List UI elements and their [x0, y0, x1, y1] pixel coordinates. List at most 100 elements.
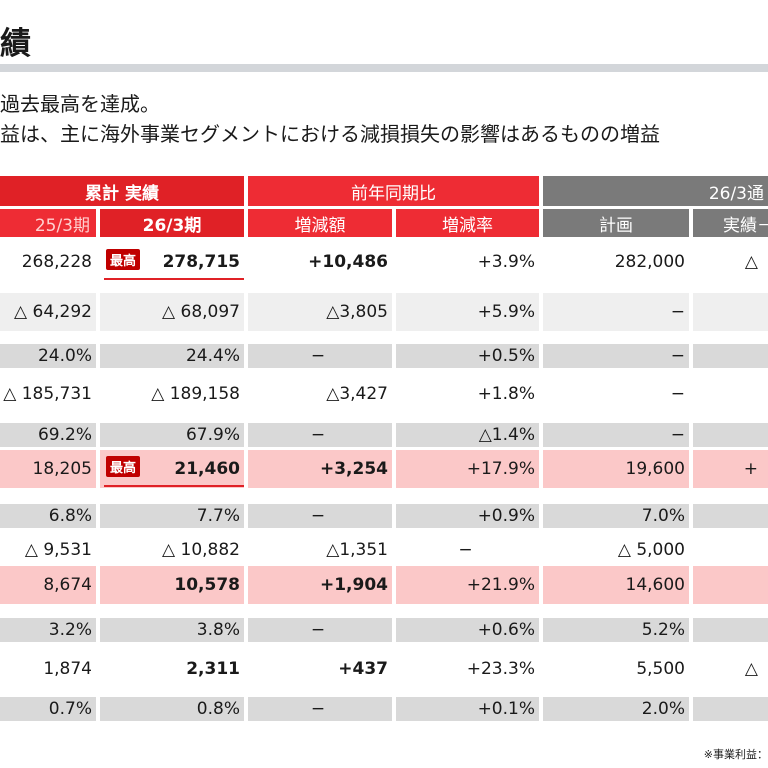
cell-vs	[693, 531, 768, 569]
cell-rate: −	[396, 531, 539, 569]
cell-prev: 18,205	[0, 450, 96, 488]
cell-prev: △ 185,731	[0, 375, 96, 413]
cell-rate: △1.4%	[396, 423, 539, 447]
cell-vs: △	[693, 650, 768, 688]
cell-curr: 67.9%	[100, 423, 244, 447]
cell-vs	[693, 293, 768, 331]
cell-diff: +1,904	[248, 566, 392, 604]
cell-prev: 69.2%	[0, 423, 96, 447]
cell-rate: +1.8%	[396, 375, 539, 413]
cell-vs	[693, 697, 768, 721]
cell-vs: △	[693, 243, 768, 281]
table-row: 6.8% 7.7% − +0.9% 7.0%	[0, 504, 768, 528]
cell-curr: 0.8%	[100, 697, 244, 721]
record-high-underline	[104, 485, 244, 487]
header-forecast-group: 26/3通	[543, 176, 768, 206]
cell-curr: 10,578	[100, 566, 244, 604]
cell-diff: −	[248, 344, 392, 368]
cell-diff: △3,805	[248, 293, 392, 331]
cell-plan: 5,500	[543, 650, 689, 688]
table-row: 3.2% 3.8% − +0.6% 5.2%	[0, 618, 768, 642]
header-yoy: 前年同期比	[248, 176, 539, 206]
header-col-diff: 増減額	[248, 209, 392, 237]
cell-plan: −	[543, 375, 689, 413]
cell-diff: △1,351	[248, 531, 392, 569]
footnote: ※事業利益：	[703, 748, 768, 761]
subtitle-line-1: 過去最高を達成。	[0, 92, 160, 116]
cell-plan: 19,600	[543, 450, 689, 488]
cell-diff: +437	[248, 650, 392, 688]
cell-diff: △3,427	[248, 375, 392, 413]
cell-vs: +	[693, 450, 768, 488]
cell-curr: 7.7%	[100, 504, 244, 528]
cell-vs	[693, 423, 768, 447]
cell-plan: 5.2%	[543, 618, 689, 642]
cell-rate: +0.6%	[396, 618, 539, 642]
record-high-badge: 最高	[106, 456, 141, 477]
cell-rate: +0.5%	[396, 344, 539, 368]
cell-rate: +0.9%	[396, 504, 539, 528]
cell-vs	[693, 618, 768, 642]
cell-rate: +21.9%	[396, 566, 539, 604]
cell-rate: +23.3%	[396, 650, 539, 688]
subtitle-line-2: 益は、主に海外事業セグメントにおける減損損失の影響はあるものの増益	[0, 122, 660, 146]
title-divider	[0, 64, 768, 72]
header-col-prev: 25/3期	[0, 209, 96, 237]
cell-plan: −	[543, 344, 689, 368]
table-row: △ 9,531 △ 10,882 △1,351− △ 5,000	[0, 531, 768, 569]
header-col-plan: 計画	[543, 209, 689, 237]
table-row: 0.7% 0.8% − +0.1% 2.0%	[0, 697, 768, 721]
cell-plan: −	[543, 423, 689, 447]
cell-prev: 24.0%	[0, 344, 96, 368]
cell-plan: −	[543, 293, 689, 331]
cell-plan: 282,000	[543, 243, 689, 281]
cell-rate: +3.9%	[396, 243, 539, 281]
cell-diff: −	[248, 423, 392, 447]
record-high-underline	[104, 278, 244, 280]
cell-diff: −	[248, 697, 392, 721]
cell-plan: 2.0%	[543, 697, 689, 721]
cell-plan: 14,600	[543, 566, 689, 604]
cell-rate: +5.9%	[396, 293, 539, 331]
cell-prev: 268,228	[0, 243, 96, 281]
table-row: 268,228 278,715 +10,486 +3.9% 282,000 △ 最高	[0, 243, 768, 281]
cell-prev: △ 9,531	[0, 531, 96, 569]
record-high-badge: 最高	[106, 249, 141, 270]
header-col-vs: 実績－	[693, 209, 768, 237]
table-row: 18,205 21,460 +3,254 +17.9% 19,600 + 最高	[0, 450, 768, 488]
cell-prev: △ 64,292	[0, 293, 96, 331]
cell-curr: 2,311	[100, 650, 244, 688]
cell-diff: −	[248, 618, 392, 642]
cell-curr: △ 10,882	[100, 531, 244, 569]
cell-prev: 1,874	[0, 650, 96, 688]
cell-vs	[693, 566, 768, 604]
cell-curr: △ 68,097	[100, 293, 244, 331]
cell-prev: 6.8%	[0, 504, 96, 528]
header-col-curr: 26/3期	[100, 209, 244, 237]
table-row: 24.0% 24.4% − +0.5% −	[0, 344, 768, 368]
cell-vs	[693, 504, 768, 528]
cell-rate: +17.9%	[396, 450, 539, 488]
cell-curr: △ 189,158	[100, 375, 244, 413]
cell-prev: 0.7%	[0, 697, 96, 721]
cell-diff: −	[248, 504, 392, 528]
cell-prev: 8,674	[0, 566, 96, 604]
header-cumulative: 累計 実績	[0, 176, 244, 206]
table-row: △ 185,731 △ 189,158 △3,427 +1.8% −	[0, 375, 768, 413]
cell-plan: 7.0%	[543, 504, 689, 528]
cell-rate: +0.1%	[396, 697, 539, 721]
cell-plan: △ 5,000	[543, 531, 689, 569]
cell-vs	[693, 344, 768, 368]
cell-diff: +3,254	[248, 450, 392, 488]
cell-diff: +10,486	[248, 243, 392, 281]
page-title: 績	[0, 26, 32, 62]
table-row: △ 64,292 △ 68,097 △3,805 +5.9% −	[0, 293, 768, 331]
table-row: 1,874 2,311 +437 +23.3% 5,500 △	[0, 650, 768, 688]
table-row: 8,674 10,578 +1,904 +21.9% 14,600	[0, 566, 768, 604]
cell-prev: 3.2%	[0, 618, 96, 642]
cell-curr: 3.8%	[100, 618, 244, 642]
table-row: 69.2% 67.9% − △1.4% −	[0, 423, 768, 447]
cell-curr: 24.4%	[100, 344, 244, 368]
cell-vs	[693, 375, 768, 413]
header-col-rate: 増減率	[396, 209, 539, 237]
